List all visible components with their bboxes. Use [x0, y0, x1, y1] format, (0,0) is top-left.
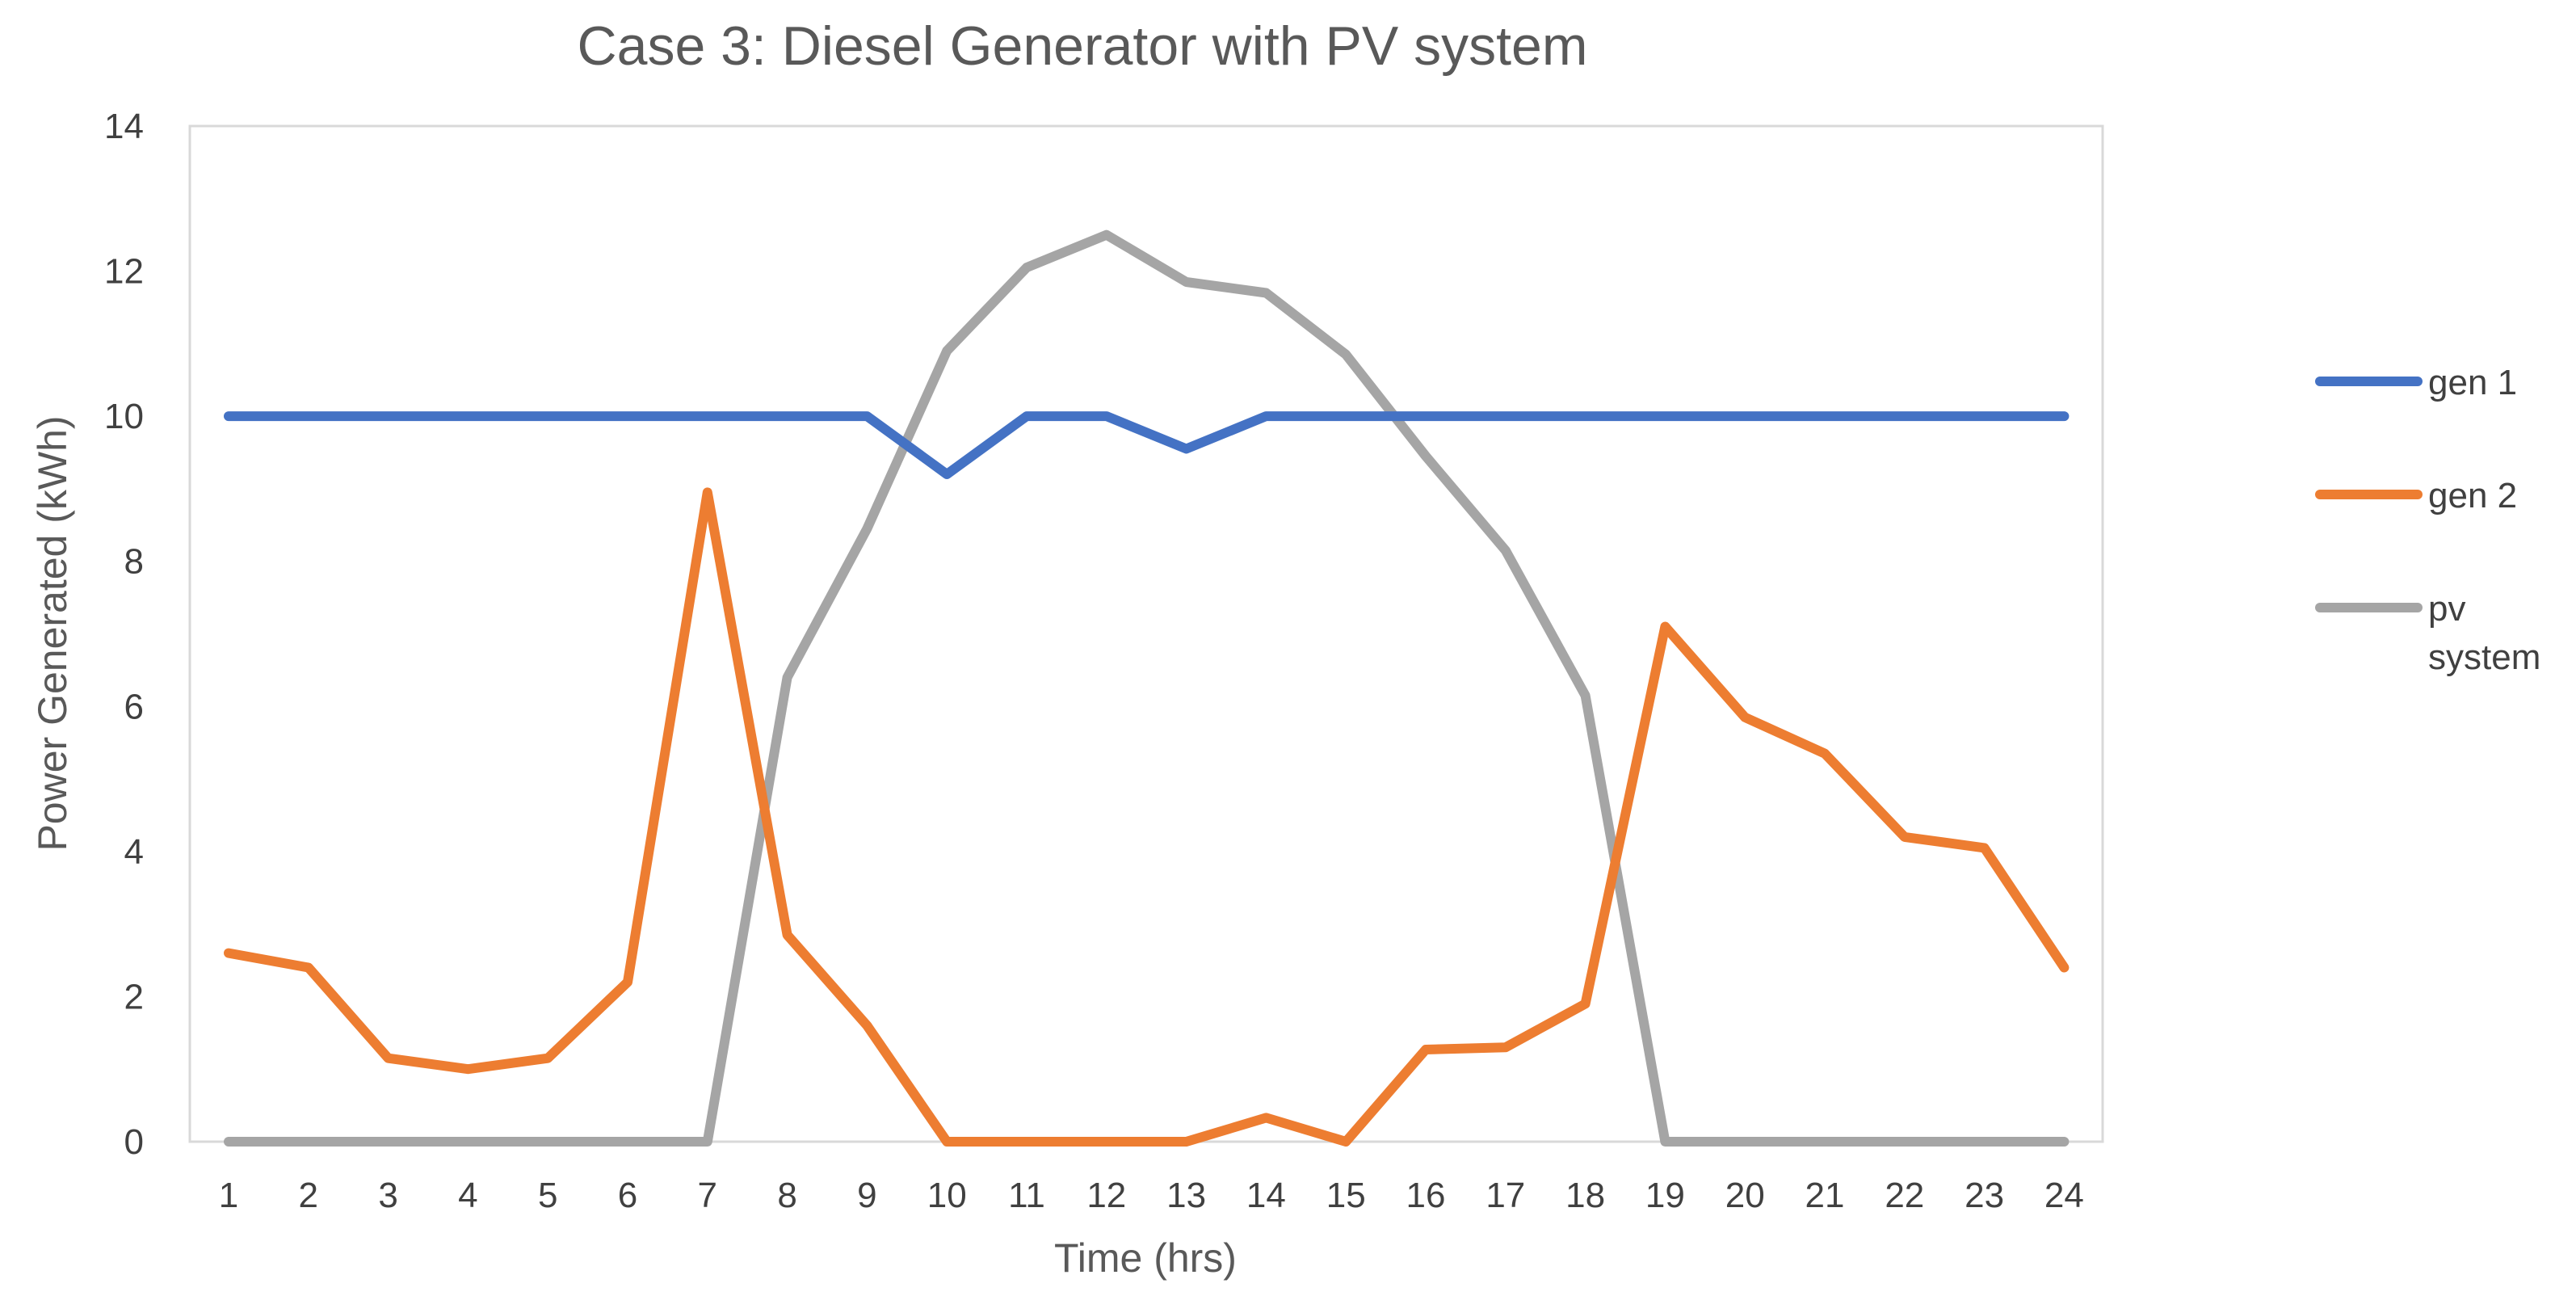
x-tick-label: 4	[458, 1176, 477, 1215]
x-tick-label: 7	[698, 1176, 717, 1215]
x-tick-label: 22	[1885, 1176, 1924, 1215]
series-line-gen-1	[224, 411, 2070, 479]
chart-title: Case 3: Diesel Generator with PV system	[578, 15, 1588, 77]
series-group	[224, 229, 2070, 1147]
y-tick-label: 6	[124, 687, 144, 726]
y-tick-label: 12	[104, 252, 144, 292]
x-tick-label: 19	[1645, 1176, 1685, 1215]
x-tick-label: 6	[618, 1176, 637, 1215]
x-tick-label: 9	[857, 1176, 876, 1215]
legend-label: pv	[2428, 589, 2465, 629]
y-tick-label: 2	[124, 977, 144, 1016]
y-axis-title: Power Generated (kWh)	[30, 415, 75, 851]
x-tick-label: 11	[1008, 1176, 1045, 1215]
y-axis: 0 2 4 6 8 10 12 14	[104, 107, 144, 1162]
x-tick-label: 12	[1086, 1176, 1126, 1215]
y-tick-label: 14	[104, 107, 144, 146]
series-line-gen-2	[224, 487, 2070, 1147]
legend-label: system	[2428, 637, 2540, 677]
x-tick-label: 3	[378, 1176, 397, 1215]
x-tick-label: 1	[219, 1176, 238, 1215]
x-tick-label: 10	[927, 1176, 967, 1215]
y-tick-label: 0	[124, 1122, 144, 1162]
x-tick-label: 17	[1486, 1176, 1525, 1215]
legend-label: gen 1	[2428, 363, 2517, 402]
x-tick-label: 16	[1406, 1176, 1446, 1215]
x-tick-label: 2	[299, 1176, 318, 1215]
x-tick-label: 8	[777, 1176, 796, 1215]
x-tick-label: 18	[1565, 1176, 1605, 1215]
y-tick-label: 4	[124, 832, 144, 872]
x-tick-label: 14	[1246, 1176, 1286, 1215]
legend-label: gen 2	[2428, 476, 2517, 515]
x-tick-label: 23	[1965, 1176, 2004, 1215]
y-tick-label: 10	[104, 397, 144, 436]
x-axis-title: Time (hrs)	[1054, 1235, 1237, 1281]
plot-area	[188, 124, 2104, 1143]
series-line-pv-system	[224, 229, 2070, 1147]
x-tick-label: 5	[538, 1176, 557, 1215]
x-tick-label: 15	[1326, 1176, 1366, 1215]
x-tick-label: 21	[1805, 1176, 1845, 1215]
x-axis: 1 2 3 4 5 6 7 8 9 10 11 12 13 14 15 16 17 18 19 20 21 22 23 24	[219, 1176, 2084, 1215]
x-tick-label: 20	[1725, 1176, 1765, 1215]
legend: gen 1 gen 2 pv system	[2315, 363, 2540, 677]
y-tick-label: 8	[124, 542, 144, 582]
x-tick-label: 24	[2044, 1176, 2084, 1215]
x-tick-label: 13	[1166, 1176, 1206, 1215]
